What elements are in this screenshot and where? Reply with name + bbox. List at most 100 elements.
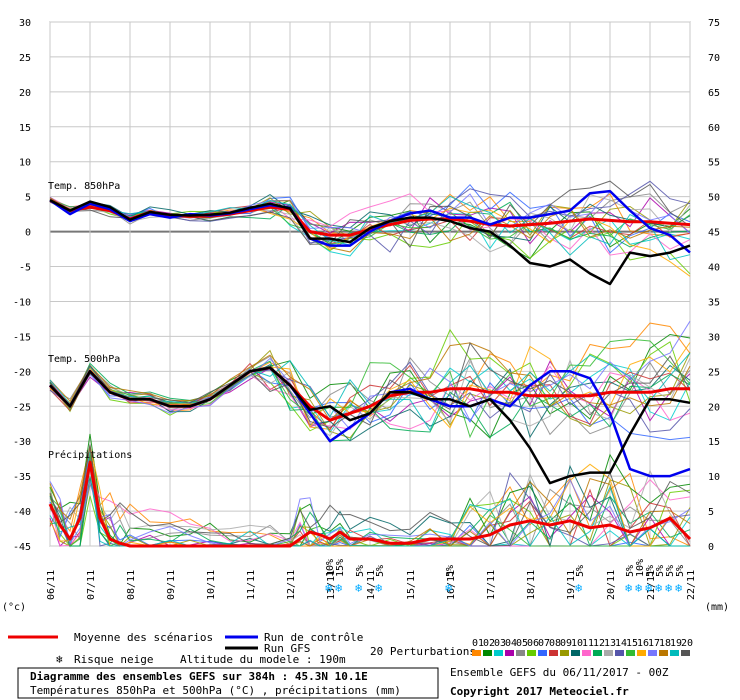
x-tick-label: 14/11 [366, 570, 377, 600]
perturbation-number: 03 [494, 638, 506, 649]
model-altitude-label: Altitude du modele : 190m [180, 653, 346, 666]
snow-risk-markers: 10%❄15%❄5%❄5%❄5%❄5%❄5%❄10%❄5%❄5%❄5%❄5%❄ [325, 559, 686, 595]
snowflake-icon: ❄ [445, 581, 452, 595]
member-line-precip [49, 454, 690, 547]
perturbation-swatch [505, 650, 514, 656]
y-right-tick-label: 5 [708, 507, 714, 518]
x-tick-label: 18/11 [526, 570, 537, 600]
perturbation-number: 13 [604, 638, 616, 649]
legend-control-label: Run de contrôle [264, 631, 363, 644]
snow-risk-percent: 5% [675, 565, 686, 577]
ensemble-run-label: Ensemble GEFS du 06/11/2017 - 00Z [450, 666, 669, 679]
series-line-precip-mean [48, 460, 692, 548]
y-right-tick-label: 60 [708, 123, 720, 134]
legend-mean-label: Moyenne des scénarios [74, 631, 213, 644]
perturbation-swatch [560, 650, 569, 656]
perturbation-number: 10 [571, 638, 583, 649]
y-right-tick-label: 20 [708, 402, 720, 413]
title-box [17, 667, 439, 699]
snowflake-icon: ❄ [655, 581, 662, 595]
x-tick-label: 11/11 [246, 570, 257, 600]
perturbation-swatch [626, 650, 635, 656]
panel-label-t850: Temp. 850hPa [48, 181, 120, 192]
x-tick-label: 10/11 [206, 570, 217, 600]
y-left-tick-label: 5 [25, 193, 31, 204]
snowflake-icon: ❄ [625, 581, 632, 595]
perturbation-number: 15 [626, 638, 638, 649]
perturbation-number: 11 [582, 638, 594, 649]
y-left-tick-label: -40 [13, 507, 31, 518]
perturbation-swatch [516, 650, 525, 656]
x-tick-labels: 06/11 07/11 08/11 09/11 10/11 11/11 12/11 13/11… [46, 570, 697, 600]
perturbation-swatch [681, 650, 690, 656]
snowflake-icon: ❄ [635, 581, 642, 595]
perturbation-swatch [494, 650, 503, 656]
perturbation-swatch [483, 650, 492, 656]
legend: Moyenne des scénarios Run de contrôle Ru… [8, 631, 476, 666]
snow-risk-percent: 5% [355, 565, 366, 577]
perturbation-swatch [593, 650, 602, 656]
x-tick-label: 21/11 [646, 570, 657, 600]
snow-risk-percent: 15% [335, 559, 346, 577]
chart-title: Diagramme des ensembles GEFS sur 384h : … [30, 670, 368, 683]
perturbation-number: 05 [516, 638, 528, 649]
perturbation-number: 06 [527, 638, 539, 649]
snowflake-icon: ❄ [575, 581, 582, 595]
perturbation-number: 14 [615, 638, 627, 649]
snowflake-icon: ❄ [675, 581, 682, 595]
perturbation-number: 12 [593, 638, 605, 649]
x-tick-label: 07/11 [86, 570, 97, 600]
perturbation-swatch [637, 650, 646, 656]
member-line-t500 [49, 320, 691, 431]
y-left-tick-label: 10 [19, 158, 31, 169]
y-right-tick-label: 40 [708, 263, 720, 274]
perturbation-swatch [604, 650, 613, 656]
x-tick-label: 19/11 [566, 570, 577, 600]
snow-risk-percent: 10% [325, 559, 336, 577]
panel-label-t500: Temp. 500hPa [48, 354, 120, 365]
y-left-tick-label: 30 [19, 18, 31, 29]
x-tick-label: 13/11 [326, 570, 337, 600]
y-left-tick-label: 0 [25, 228, 31, 239]
y-right-tick-label: 70 [708, 53, 720, 64]
perturbation-swatch [615, 650, 624, 656]
perturbation-number: 01 [472, 638, 484, 649]
x-tick-label: 09/11 [166, 570, 177, 600]
x-tick-label: 15/11 [406, 570, 417, 600]
perturbation-swatch [538, 650, 547, 656]
x-tick-label: 06/11 [46, 570, 57, 600]
member-line-t850 [49, 194, 691, 242]
perturbations-label: 20 Perturbations [370, 645, 476, 658]
snowflake-icon: ❄ [335, 581, 342, 595]
perturbation-number: 08 [549, 638, 561, 649]
y-left-tick-label: -15 [13, 332, 31, 343]
y-left-tick-label: -25 [13, 402, 31, 413]
snowflake-icon: ❄ [56, 653, 63, 666]
x-tick-label: 08/11 [126, 570, 137, 600]
y-right-tick-label: 65 [708, 88, 720, 99]
y-right-tick-label: 25 [708, 367, 720, 378]
y-left-tick-label: -5 [19, 263, 31, 274]
y-right-tick-label: 45 [708, 228, 720, 239]
perturbation-swatch [670, 650, 679, 656]
panel-label-precip: Précipitations [48, 449, 132, 461]
y-left-tick-labels: 30 25 20 15 10 5 0 -5 -10 -15 -20 -25 -30 -35 -40 -45 [13, 18, 31, 553]
chart-subtitle: Températures 850hPa et 500hPa (°C) , pré… [30, 684, 401, 697]
y-left-tick-label: -10 [13, 297, 31, 308]
x-tick-label: 17/11 [486, 570, 497, 600]
y-left-tick-label: -30 [13, 437, 31, 448]
perturbation-swatch [571, 650, 580, 656]
x-tick-label: 16/11 [446, 570, 457, 600]
y-right-tick-label: 50 [708, 193, 720, 204]
copyright-label: Copyright 2017 Meteociel.fr [450, 685, 629, 698]
y-right-tick-label: 0 [708, 542, 714, 553]
y-right-tick-label: 55 [708, 158, 720, 169]
snow-risk-percent: 5% [645, 565, 656, 577]
perturbation-number: 19 [670, 638, 682, 649]
member-line-t500 [49, 342, 691, 429]
perturbation-swatch [582, 650, 591, 656]
y-left-tick-label: -35 [13, 472, 31, 483]
